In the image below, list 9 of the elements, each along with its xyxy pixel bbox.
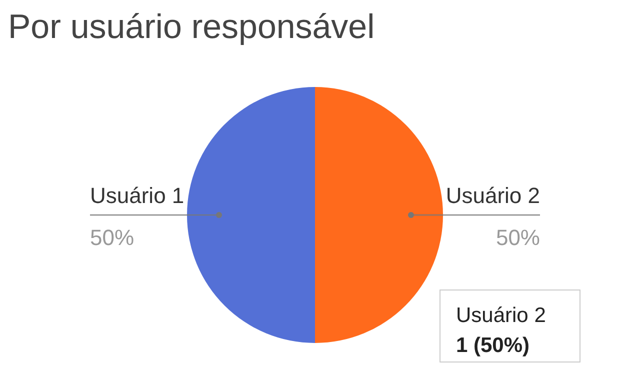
text: Usuário 2 [456,304,546,327]
pie-slice [187,87,315,343]
text: 1 (50%) [456,334,530,357]
slice-label: Usuário 2 [446,183,540,208]
slice-label: Usuário 1 [90,183,184,208]
pie-slice [315,87,443,343]
chart-title: Por usuário responsável [8,8,375,46]
data-label: 50% [90,225,134,250]
data-label: 50% [496,225,540,250]
